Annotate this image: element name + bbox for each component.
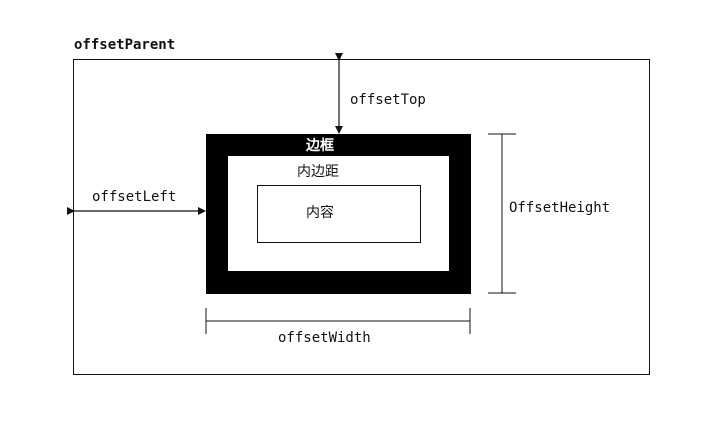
offset-parent-label: offsetParent bbox=[74, 37, 176, 53]
content-label: 内容 bbox=[306, 205, 334, 221]
offset-height-label: OffsetHeight bbox=[509, 200, 611, 216]
border-label: 边框 bbox=[306, 138, 334, 154]
element-content-box bbox=[257, 185, 421, 243]
offset-width-label: offsetWidth bbox=[278, 330, 371, 346]
offset-parent-box bbox=[73, 59, 650, 375]
offset-width-dimension bbox=[205, 308, 471, 334]
offset-height-dimension bbox=[488, 133, 516, 294]
offset-top-label: offsetTop bbox=[350, 92, 426, 108]
offset-left-label: offsetLeft bbox=[92, 189, 177, 205]
padding-label: 内边距 bbox=[297, 164, 339, 180]
